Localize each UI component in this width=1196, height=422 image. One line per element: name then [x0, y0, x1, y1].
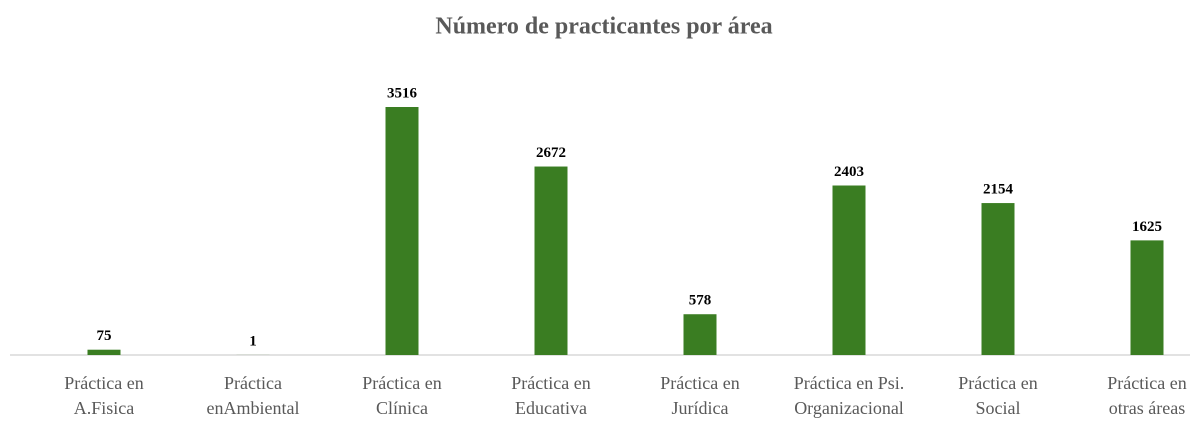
chart-title: Número de practicantes por área: [435, 14, 772, 40]
bar: [832, 185, 866, 355]
x-tick-label: A.Fisica: [74, 398, 135, 418]
data-label: 2154: [983, 182, 1014, 198]
x-tick-label: Práctica en: [1107, 373, 1186, 393]
x-tick-label: Práctica en: [660, 373, 739, 393]
x-tick-label: Práctica en Psi.: [794, 373, 904, 393]
data-label: 75: [97, 328, 112, 344]
bar: [981, 203, 1015, 355]
bar: [683, 314, 717, 355]
data-label: 1625: [1132, 219, 1162, 235]
bar: [87, 349, 121, 355]
x-tick-label: Práctica: [224, 373, 282, 393]
x-tick-label: otras áreas: [1109, 398, 1185, 418]
data-label: 1: [249, 333, 257, 349]
x-tick-label: enAmbiental: [207, 398, 300, 418]
x-tick-label: Educativa: [515, 398, 587, 418]
x-tick-label: Práctica en: [362, 373, 441, 393]
x-tick-label: Social: [976, 398, 1021, 418]
x-tick-label: Jurídica: [672, 398, 729, 418]
x-tick-label: Organizacional: [794, 398, 904, 418]
data-label: 2403: [834, 164, 864, 180]
x-tick-label: Clínica: [376, 398, 428, 418]
bar: [534, 166, 568, 355]
x-tick-label: Práctica en: [958, 373, 1037, 393]
x-tick-label: Práctica en: [511, 373, 590, 393]
bar: [385, 107, 419, 355]
data-label: 578: [689, 293, 712, 309]
bar: [1130, 240, 1164, 355]
data-label: 3516: [387, 85, 418, 101]
x-tick-label: Práctica en: [64, 373, 143, 393]
data-label: 2672: [536, 145, 566, 161]
